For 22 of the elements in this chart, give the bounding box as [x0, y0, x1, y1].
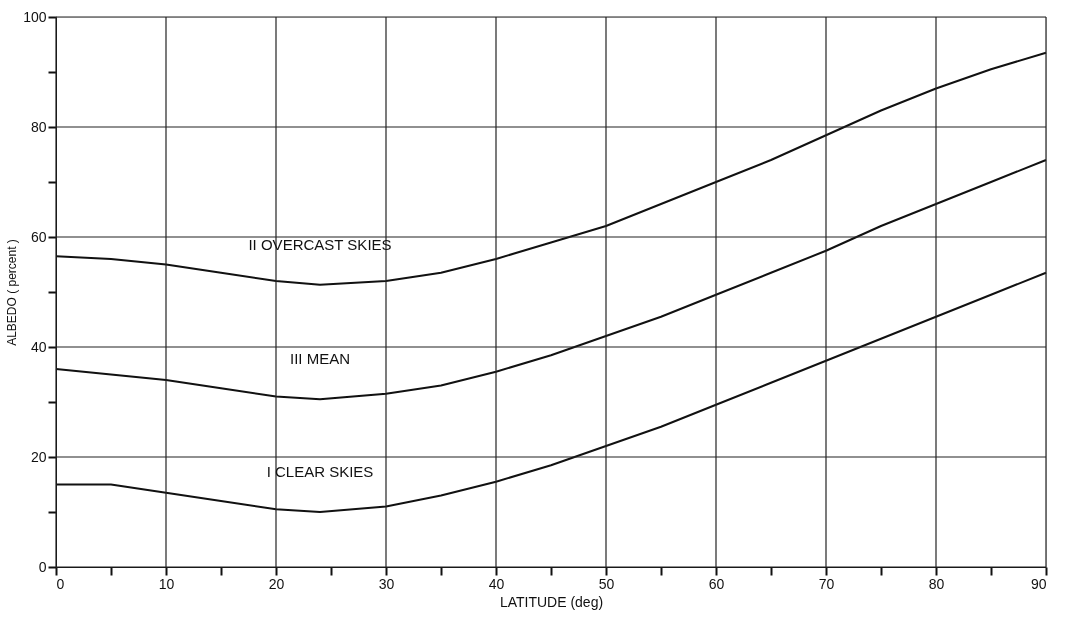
x-tick-label: 90 — [1030, 575, 1047, 592]
y-tick-label: 80 — [30, 118, 47, 135]
x-tick-label: 40 — [488, 575, 505, 592]
y-tick-label: 20 — [30, 448, 47, 465]
line-series — [55, 271, 1047, 513]
y-tick-label: 0 — [38, 558, 47, 575]
x-tick-label: 50 — [598, 575, 615, 592]
series-label: III MEAN — [289, 350, 351, 368]
y-tick-label: 40 — [30, 338, 47, 355]
x-tick-label: 80 — [928, 575, 945, 592]
x-axis-title: LATITUDE (deg) — [499, 593, 604, 610]
x-tick-label: 30 — [378, 575, 395, 592]
x-tick-label: 0 — [56, 575, 65, 592]
line-series — [55, 159, 1047, 401]
x-tick-label: 10 — [158, 575, 175, 592]
line-series — [55, 51, 1047, 286]
y-tick-label: 60 — [30, 228, 47, 245]
y-tick-label: 100 — [23, 8, 47, 25]
x-tick-label: 70 — [818, 575, 835, 592]
x-tick-label: 60 — [708, 575, 725, 592]
y-axis-title: ALBEDO ( percent ) — [5, 239, 20, 346]
x-tick-label: 20 — [268, 575, 285, 592]
